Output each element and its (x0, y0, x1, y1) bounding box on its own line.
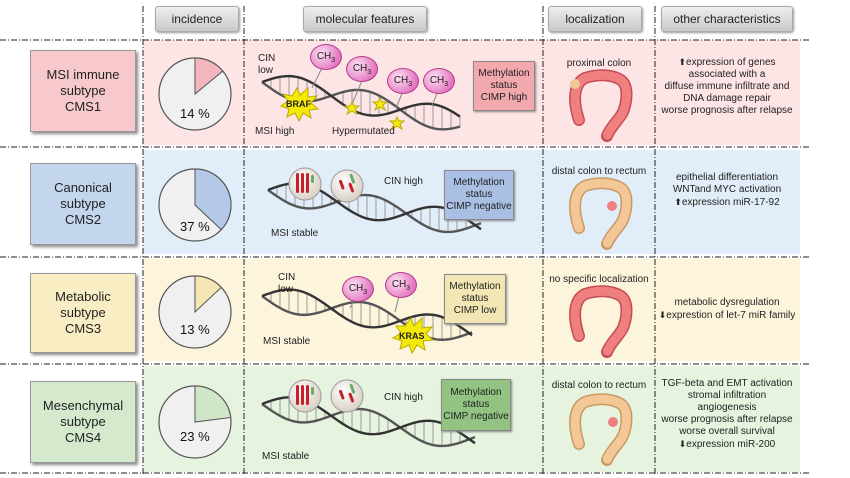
other-line: worse prognosis after relapse (661, 105, 793, 116)
cell-icon (288, 167, 322, 201)
localization-cms3: no specific localization (549, 274, 649, 285)
cell-icon (330, 379, 364, 413)
ch3-ball: CH3 (310, 44, 342, 70)
header-localization: localization (548, 6, 642, 32)
pie-cms1 (158, 57, 232, 131)
colon-highlight (570, 79, 580, 89)
subtype-cms2: Canonical subtype CMS2 (30, 163, 136, 245)
cell-icon (330, 169, 364, 203)
methylation-box-cms1: Methylation status CIMP high (473, 61, 535, 111)
header-molecular-features: molecular features (303, 6, 427, 32)
pie-cms4 (158, 385, 232, 459)
methylation-box-cms4: Methylation status CIMP negative (441, 379, 511, 431)
colon-icon (569, 285, 633, 358)
pie-slice (194, 275, 222, 314)
down-arrow-icon: ⬇ (658, 310, 667, 320)
mutation-star-icons (343, 96, 406, 131)
subtype-cms1: MSI immune subtype CMS1 (30, 50, 136, 132)
ch3-ball: CH3 (423, 68, 455, 94)
colon-icon (569, 177, 633, 250)
other-line: DNA damage repair (683, 93, 771, 104)
other-line: ⬆expression of genes (678, 57, 776, 68)
other-line: ⬆expression miR-17-92 (674, 197, 780, 208)
cell-icon (288, 379, 322, 413)
other-cms3: metabolic dysregulation ⬇exprestion of le… (658, 297, 796, 322)
kras-burst-icon (391, 316, 435, 355)
pie-slice (194, 385, 232, 423)
subtype-cms4: Mesenchymal subtype CMS4 (30, 381, 136, 463)
pie-slice (194, 168, 232, 231)
localization-cms4: distal colon to rectum (551, 380, 647, 391)
localization-cms2: distal colon to rectum (551, 166, 647, 177)
colon-icon (569, 69, 633, 142)
other-line: associated with a (688, 69, 766, 80)
pct-cms1: 14 % (180, 106, 210, 121)
other-line: ⬇exprestion of let-7 miR family (658, 310, 796, 321)
other-line: worse overall survival (679, 426, 775, 437)
other-line: stromal infiltration (687, 390, 767, 401)
localization-cms1: proximal colon (566, 58, 632, 69)
cin-label-cms3: CIN low (278, 272, 296, 295)
pct-cms2: 37 % (180, 219, 210, 234)
braf-burst-icon (279, 86, 320, 123)
methylation-box-cms3: Methylation status CIMP low (444, 274, 506, 324)
other-line: worse prognosis after relapse (661, 414, 793, 425)
other-line: epithelial differentiation (675, 172, 779, 183)
msi-label-cms4: MSI stable (262, 451, 310, 462)
pie-cms2 (158, 168, 232, 242)
cinhigh-label-cms2: CIN high (384, 176, 423, 187)
other-line: TGF-beta and EMT activation (661, 378, 793, 389)
other-line: angiogenesis (697, 402, 757, 413)
row-bg-cms1 (143, 40, 800, 145)
msi-label-cms3: MSI stable (263, 336, 311, 347)
other-line: WNTand MYC activation (672, 184, 782, 195)
other-line: ⬇expression miR-200 (678, 439, 776, 450)
msi-label-cms2: MSI stable (271, 228, 319, 239)
msi-label-cms1: MSI high (255, 126, 295, 137)
other-cms4: TGF-beta and EMT activation stromal infil… (658, 378, 796, 451)
hypermutated-label: Hypermutated (332, 126, 395, 137)
ch3-ball: CH3 (385, 272, 417, 298)
methylation-box-cms2: Methylation status CIMP negative (444, 170, 514, 220)
braf-label: BRAF (286, 99, 311, 109)
ch3-ball: CH3 (342, 276, 374, 302)
other-cms1: ⬆expression of genes associated with a dif… (658, 56, 796, 117)
dna-helix-icon (261, 288, 473, 341)
pct-cms4: 23 % (180, 429, 210, 444)
other-line: diffuse immune infiltrate and (664, 81, 790, 92)
colon-highlight (607, 201, 617, 211)
kras-label: KRAS (399, 331, 425, 341)
up-arrow-icon: ⬆ (678, 57, 687, 67)
cin-label-cms1: CIN low (258, 53, 276, 76)
other-cms2: epithelial differentiation WNTand MYC act… (658, 172, 796, 209)
subtype-cms3: Metabolic subtype CMS3 (30, 273, 136, 353)
pie-slice (194, 57, 224, 96)
colon-highlight (608, 417, 618, 427)
header-other-characteristics: other characteristics (661, 6, 793, 32)
ch3-ball: CH3 (346, 56, 378, 82)
pie-cms3 (158, 275, 232, 349)
colon-icon (569, 393, 633, 466)
ch3-ball: CH3 (387, 68, 419, 94)
up-arrow-icon: ⬆ (674, 197, 682, 207)
other-line: metabolic dysregulation (674, 297, 780, 308)
cinhigh-label-cms4: CIN high (384, 392, 423, 403)
down-arrow-icon: ⬇ (678, 439, 687, 449)
pct-cms3: 13 % (180, 322, 210, 337)
header-incidence: incidence (155, 6, 239, 32)
